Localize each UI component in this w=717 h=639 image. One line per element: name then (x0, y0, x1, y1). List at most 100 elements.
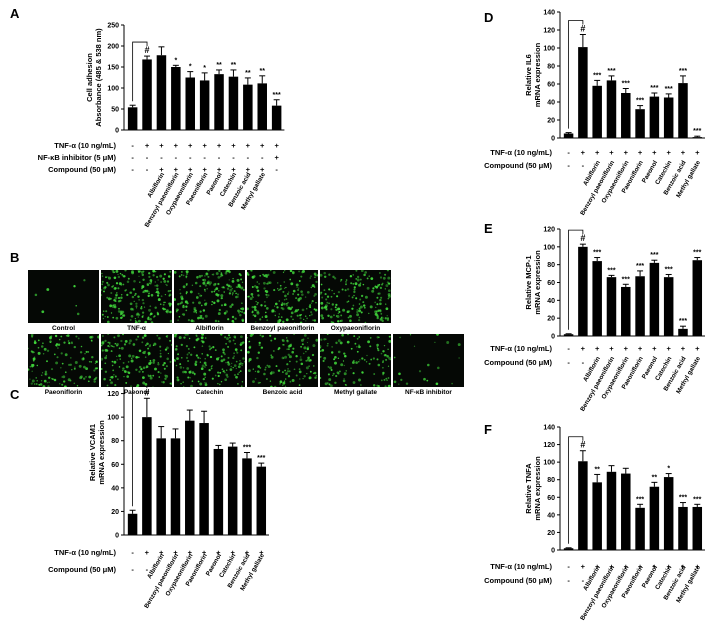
y-tick-label: 200 (107, 44, 119, 51)
bar (635, 109, 645, 138)
y-tick-label: 60 (547, 495, 555, 502)
treatment-mark: + (624, 562, 629, 571)
treatment-mark: + (202, 165, 207, 174)
treatment-mark: - (131, 141, 134, 150)
treatment-mark: - (567, 344, 570, 353)
bar (127, 107, 138, 130)
significance-stars: ** (216, 62, 222, 69)
comparison-bracket (568, 436, 584, 544)
treatment-mark: + (274, 141, 279, 150)
y-axis-label: Relative TNFA (524, 463, 533, 514)
treatment-mark: + (145, 548, 150, 557)
significance-hash: # (580, 233, 585, 243)
y-tick-label: 120 (543, 442, 555, 449)
treatment-mark: + (202, 548, 207, 557)
y-tick-label: 60 (547, 82, 555, 89)
bar (606, 277, 617, 336)
panel-label-e: E (484, 221, 493, 236)
treatment-mark: - (175, 153, 178, 162)
significance-stars: *** (622, 276, 630, 283)
treatment-mark: + (260, 165, 265, 174)
treatment-row-label: Compound (50 μM) (48, 165, 116, 174)
treatment-mark: - (232, 153, 235, 162)
treatment-mark: + (609, 344, 614, 353)
treatment-mark: - (247, 153, 250, 162)
treatment-mark: + (609, 148, 614, 157)
bar (127, 513, 138, 535)
significance-stars: *** (636, 98, 644, 105)
y-tick-label: 0 (551, 548, 555, 555)
treatment-mark: + (202, 141, 207, 150)
bar (199, 423, 209, 535)
significance-stars: *** (650, 85, 658, 92)
significance-stars: *** (679, 495, 687, 502)
y-tick-label: 40 (547, 512, 555, 519)
significance-stars: ** (245, 70, 251, 77)
treatment-mark: + (216, 548, 221, 557)
treatment-mark: + (581, 562, 586, 571)
significance-hash: # (580, 24, 585, 34)
treatment-mark: + (652, 344, 657, 353)
significance-stars: *** (273, 92, 281, 99)
significance-hash: # (144, 387, 149, 397)
bar (563, 548, 574, 550)
treatment-mark: - (275, 165, 278, 174)
bar (663, 97, 674, 138)
y-tick-label: 100 (543, 244, 555, 251)
treatment-mark: - (567, 562, 570, 571)
y-tick-label: 100 (107, 86, 119, 93)
bar (578, 47, 588, 138)
treatment-mark: + (246, 141, 251, 150)
bar (199, 80, 210, 130)
treatment-mark: + (695, 344, 700, 353)
treatment-mark: + (246, 165, 251, 174)
bar (635, 507, 645, 550)
treatment-mark: + (666, 148, 671, 157)
bar (649, 486, 660, 550)
treatment-mark: + (217, 141, 222, 150)
treatment-mark: + (638, 562, 643, 571)
significance-stars: *** (679, 68, 687, 75)
treatment-mark: - (131, 565, 134, 574)
bar (592, 482, 602, 550)
chart-d: 0 20 40 60 80 100 120 140 Relative IL6 mRNA expre… (484, 10, 705, 217)
significance-stars: *** (243, 445, 251, 452)
significance-stars: *** (607, 68, 615, 75)
treatment-mark: + (695, 562, 700, 571)
y-tick-label: 20 (547, 316, 555, 323)
y-tick-label: 80 (111, 438, 119, 445)
y-tick-label: 100 (543, 460, 555, 467)
treatment-mark: + (595, 344, 600, 353)
treatment-mark: + (581, 344, 586, 353)
y-axis-label: Relative MCP-1 (524, 255, 533, 309)
treatment-mark: - (146, 165, 149, 174)
treatment-mark: + (188, 141, 193, 150)
treatment-mark: + (638, 344, 643, 353)
treatment-mark: - (567, 148, 570, 157)
bar (649, 262, 660, 336)
chart-f: 0 20 40 60 80 100 120 140 Relative TNFA mRNA expr… (484, 425, 705, 622)
y-axis-label-line2: mRNA expression (533, 456, 542, 521)
y-tick-label: 100 (543, 46, 555, 53)
treatment-mark: - (131, 165, 134, 174)
y-tick-label: 80 (547, 262, 555, 269)
bar (563, 133, 574, 138)
treatment-mark: + (159, 141, 164, 150)
bar (692, 137, 703, 138)
y-tick-label: 120 (543, 227, 555, 234)
significance-stars: *** (636, 263, 644, 270)
bar (621, 473, 631, 550)
bar (663, 277, 674, 336)
treatment-mark: + (231, 141, 236, 150)
bar (185, 420, 195, 535)
treatment-mark: - (582, 576, 585, 585)
significance-stars: *** (665, 266, 673, 273)
significance-stars: *** (593, 250, 601, 257)
chart-a: 0 50 100 150 200 250 Cell adhesion Absorbance (… (38, 23, 285, 229)
y-tick-label: 80 (547, 477, 555, 484)
treatment-mark: - (131, 153, 134, 162)
treatment-mark: - (131, 548, 134, 557)
significance-stars: * (203, 65, 206, 72)
bar (578, 461, 588, 550)
bar (156, 55, 167, 130)
